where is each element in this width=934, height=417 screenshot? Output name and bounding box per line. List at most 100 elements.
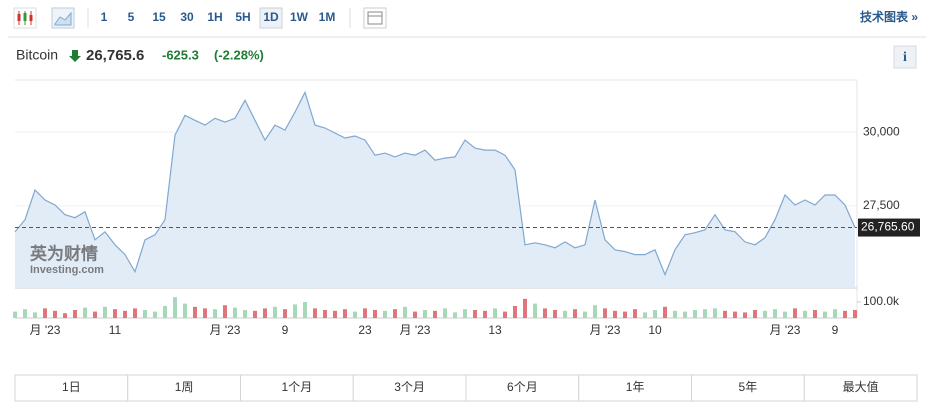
watermark: 英为财情 xyxy=(30,243,98,263)
range-bar: 1日 1周 1个月 3个月 6个月 1年 5年 最大值 xyxy=(14,374,918,402)
down-arrow xyxy=(69,50,81,62)
volume-bar xyxy=(263,308,267,318)
range-label[interactable]: 6个月 xyxy=(507,380,538,394)
volume-bar xyxy=(523,298,527,318)
interval[interactable]: 5 xyxy=(128,10,135,24)
x-tick-label: 9 xyxy=(282,323,289,337)
volume-bar xyxy=(493,308,497,318)
volume-bar xyxy=(543,308,547,318)
price: 26,765.6 xyxy=(86,47,144,64)
range-label[interactable]: 1个月 xyxy=(282,380,313,394)
volume-bar xyxy=(23,309,27,318)
volume-bar xyxy=(753,310,757,318)
range-label[interactable]: 1年 xyxy=(626,380,645,394)
volume-bar xyxy=(683,311,687,318)
volume-bar xyxy=(463,309,467,318)
change-pct: (-2.28%) xyxy=(214,47,264,62)
volume-bar xyxy=(773,309,777,318)
volume-bar xyxy=(113,309,117,318)
volume-bar xyxy=(673,310,677,318)
y-tick-label: 30,000 xyxy=(863,124,900,138)
volume-bar xyxy=(183,303,187,318)
volume-bar xyxy=(273,306,277,318)
x-tick-label: 月 '23 xyxy=(210,323,241,337)
volume-bar xyxy=(323,310,327,318)
volume-bar xyxy=(583,311,587,318)
x-tick-label: 10 xyxy=(648,323,662,337)
volume-bar xyxy=(763,310,767,318)
volume-bar xyxy=(473,310,477,318)
volume-bar xyxy=(833,309,837,318)
x-tick-label: 月 '23 xyxy=(30,323,61,337)
x-tick-label: 23 xyxy=(358,323,372,337)
interval[interactable]: 30 xyxy=(180,10,194,24)
range-button[interactable] xyxy=(691,374,805,402)
range-button[interactable] xyxy=(352,374,467,402)
volume-bar xyxy=(573,309,577,318)
volume-bar xyxy=(343,309,347,318)
volume-bar xyxy=(613,310,617,318)
interval[interactable]: 1H xyxy=(207,10,222,24)
volume-bar xyxy=(153,311,157,318)
asset-name: Bitcoin xyxy=(16,47,58,63)
volume-bar xyxy=(743,312,747,318)
volume-bar xyxy=(303,302,307,318)
range-label[interactable]: 最大值 xyxy=(843,379,879,394)
volume-bar xyxy=(603,308,607,318)
volume-bar xyxy=(843,310,847,318)
volume-bar xyxy=(593,305,597,318)
volume-bar xyxy=(63,313,67,318)
interval[interactable]: 1D xyxy=(263,10,279,24)
layout-icon[interactable] xyxy=(363,7,387,29)
range-label[interactable]: 3个月 xyxy=(394,380,425,394)
volume-bar xyxy=(653,310,657,318)
interval-selected[interactable] xyxy=(259,7,283,29)
volume-bar xyxy=(123,310,127,318)
volume-bar xyxy=(643,312,647,318)
range-button[interactable] xyxy=(803,374,918,402)
price-area xyxy=(15,92,855,288)
x-tick-label: 月 '23 xyxy=(590,323,621,337)
volume-bar xyxy=(803,310,807,318)
range-label[interactable]: 1日 xyxy=(62,380,81,394)
range-button[interactable] xyxy=(465,374,580,402)
interval[interactable]: 5H xyxy=(235,10,250,24)
interval[interactable]: 15 xyxy=(152,10,166,24)
x-tick-label: 月 '23 xyxy=(400,323,431,337)
volume-bar xyxy=(783,311,787,318)
y-tick-label: 100.0k xyxy=(863,294,900,308)
volume-bar xyxy=(13,311,17,318)
interval[interactable]: 1W xyxy=(290,10,309,24)
volume-bar xyxy=(353,311,357,318)
volume-bar xyxy=(663,306,667,318)
volume-bar xyxy=(483,310,487,318)
interval[interactable]: 1 xyxy=(101,10,108,24)
volume-bar xyxy=(243,310,247,318)
x-tick-label: 9 xyxy=(832,323,839,337)
last-price-box xyxy=(858,218,920,237)
volume-bar xyxy=(393,309,397,318)
volume-bar xyxy=(693,310,697,318)
range-button[interactable] xyxy=(578,374,692,402)
volume-bar xyxy=(733,311,737,318)
volume-bar xyxy=(503,311,507,318)
range-button[interactable] xyxy=(240,374,354,402)
range-label[interactable]: 5年 xyxy=(739,380,758,394)
info-button[interactable] xyxy=(893,45,917,69)
volume-bar xyxy=(433,310,437,318)
interval[interactable]: 1M xyxy=(319,10,336,24)
volume-bar xyxy=(853,310,857,318)
volume-bar xyxy=(423,310,427,318)
range-button[interactable] xyxy=(14,374,129,402)
volume-bar xyxy=(633,309,637,318)
volume-bar xyxy=(723,310,727,318)
volume-bar xyxy=(403,306,407,318)
info-icon[interactable]: i xyxy=(903,50,907,65)
volume-bar xyxy=(383,310,387,318)
tech-chart-link[interactable]: 技术图表 » xyxy=(860,9,918,24)
volume-bar xyxy=(133,308,137,318)
range-label[interactable]: 1周 xyxy=(175,380,194,394)
change: -625.3 xyxy=(162,47,199,62)
volume-bar xyxy=(223,305,227,318)
